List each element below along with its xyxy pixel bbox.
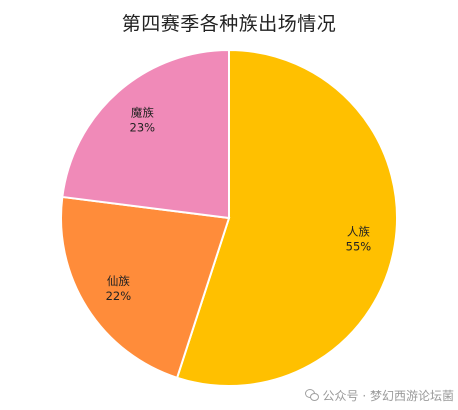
watermark-text: 公众号 · 梦幻西游论坛菌: [322, 389, 454, 403]
pie-slice-2: [61, 48, 230, 220]
pie-slice-1: [60, 195, 231, 380]
slice-value-1: 22%: [106, 289, 132, 303]
slice-label-0: 人族: [347, 224, 370, 238]
slice-value-2: 23%: [130, 121, 156, 135]
slice-value-0: 55%: [346, 239, 372, 253]
watermark: 公众号 · 梦幻西游论坛菌: [304, 387, 454, 404]
wechat-icon: [304, 389, 319, 401]
slice-label-2: 魔族: [131, 106, 154, 120]
slice-label-1: 仙族: [107, 274, 130, 288]
pie-slice-0: [175, 48, 398, 387]
chart-title: 第四赛季各种族出场情况: [121, 13, 337, 35]
